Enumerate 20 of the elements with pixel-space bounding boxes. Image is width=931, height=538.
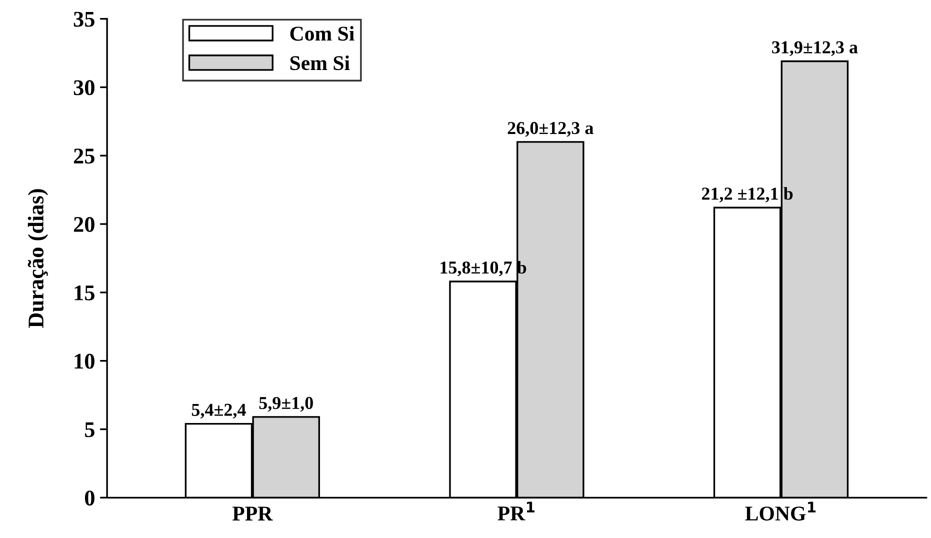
x-tick-label: PPR — [232, 506, 273, 520]
data-label: 26,0±12,3 a — [508, 122, 594, 137]
y-tick-label: 20 — [74, 216, 94, 232]
y-tick-label: 30 — [74, 80, 94, 96]
data-label: 21,2 ±12,1 b — [702, 187, 793, 202]
x-tick-label: PR$^{1}$ — [498, 502, 534, 520]
data-label: 5,4±2,4 — [192, 404, 246, 419]
legend-label: Sem Si — [290, 55, 350, 70]
y-tick-label: 10 — [74, 354, 94, 369]
y-tick-label: 15 — [74, 285, 94, 300]
data-label: 15,8±10,7 b — [440, 260, 526, 276]
legend-label: Com Si — [290, 26, 354, 41]
x-tick-label: LONG$^{1}$ — [745, 502, 816, 521]
y-tick-label: 35 — [74, 12, 94, 27]
y-tick-label: 5 — [85, 422, 94, 438]
y-tick-label: 0 — [84, 490, 94, 506]
y-tick-label: 25 — [74, 148, 94, 164]
data-label: 5,9±1,0 — [259, 396, 313, 412]
data-label: 31,9±12,3 a — [772, 41, 858, 56]
y-axis-title: Duração (dias) — [28, 189, 48, 328]
